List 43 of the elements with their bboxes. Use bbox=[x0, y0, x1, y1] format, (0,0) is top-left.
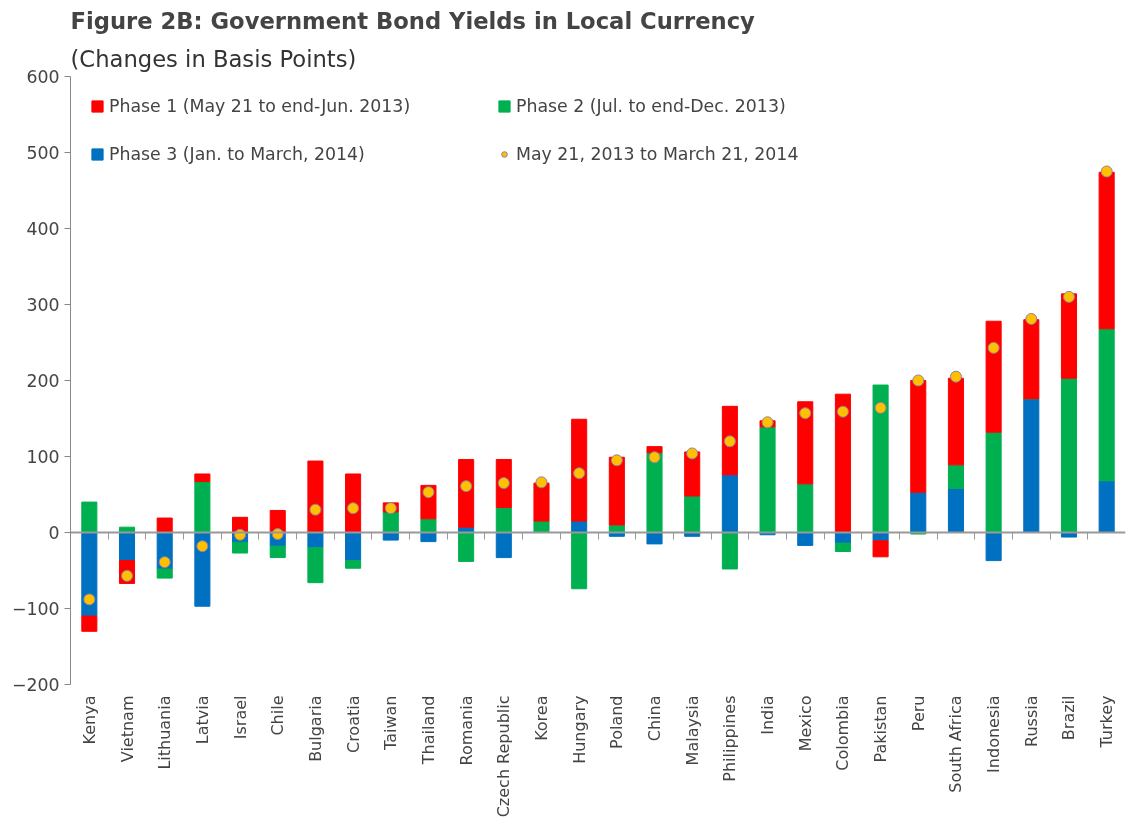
legend-label: Phase 1 (May 21 to end-Jun. 2013) bbox=[109, 96, 412, 116]
x-tick-label: Korea bbox=[531, 695, 551, 741]
y-tick-label: 200 bbox=[26, 371, 60, 391]
y-tick-label: 500 bbox=[26, 143, 60, 163]
x-tick-label: Poland bbox=[607, 695, 627, 749]
x-tick-label: Croatia bbox=[343, 695, 363, 754]
x-tick-label: Colombia bbox=[833, 695, 853, 771]
x-tick-label: Israel bbox=[230, 695, 250, 740]
x-tick-label: Czech Republic bbox=[494, 695, 514, 818]
x-tick-label: Taiwan bbox=[381, 695, 401, 751]
x-tick-label: Brazil bbox=[1059, 695, 1079, 741]
legend-label: May 21, 2013 to March 21, 2014 bbox=[516, 144, 800, 164]
x-tick-label: Philippines bbox=[720, 695, 740, 782]
x-tick-label: Vietnam bbox=[117, 695, 137, 763]
legend-label: Phase 3 (Jan. to March, 2014) bbox=[109, 144, 366, 164]
chart-title: Figure 2B: Government Bond Yields in Local Currency bbox=[70, 7, 756, 34]
x-tick-label: Peru bbox=[908, 695, 928, 732]
x-tick-label: India bbox=[758, 695, 778, 735]
y-tick-label: −100 bbox=[11, 599, 60, 619]
x-tick-label: Pakistan bbox=[871, 695, 891, 763]
chart-subtitle: (Changes in Basis Points) bbox=[70, 45, 357, 72]
x-tick-label: Turkey bbox=[1097, 695, 1117, 749]
y-tick-label: −200 bbox=[11, 675, 60, 695]
y-tick-label: 0 bbox=[48, 523, 60, 543]
legend-label: Phase 2 (Jul. to end-Dec. 2013) bbox=[516, 96, 787, 116]
x-tick-label: Mexico bbox=[795, 695, 815, 752]
x-tick-label: Lithuania bbox=[155, 695, 175, 770]
x-tick-label: China bbox=[645, 695, 665, 742]
x-tick-label: Kenya bbox=[79, 695, 99, 745]
x-tick-label: Bulgaria bbox=[305, 695, 325, 762]
x-tick-label: Malaysia bbox=[682, 695, 702, 766]
y-tick-label: 300 bbox=[26, 295, 60, 315]
x-tick-label: Russia bbox=[1021, 695, 1041, 747]
x-tick-label: South Africa bbox=[946, 695, 966, 793]
x-tick-label: Thailand bbox=[418, 695, 438, 766]
y-tick-label: 400 bbox=[26, 219, 60, 239]
x-tick-label: Hungary bbox=[569, 695, 589, 764]
y-tick-label: 600 bbox=[26, 67, 60, 87]
x-tick-label: Latvia bbox=[192, 695, 212, 745]
y-tick-label: 100 bbox=[26, 447, 60, 467]
x-tick-label: Chile bbox=[268, 695, 288, 736]
x-tick-label: Indonesia bbox=[984, 695, 1004, 773]
x-tick-label: Romania bbox=[456, 695, 476, 766]
